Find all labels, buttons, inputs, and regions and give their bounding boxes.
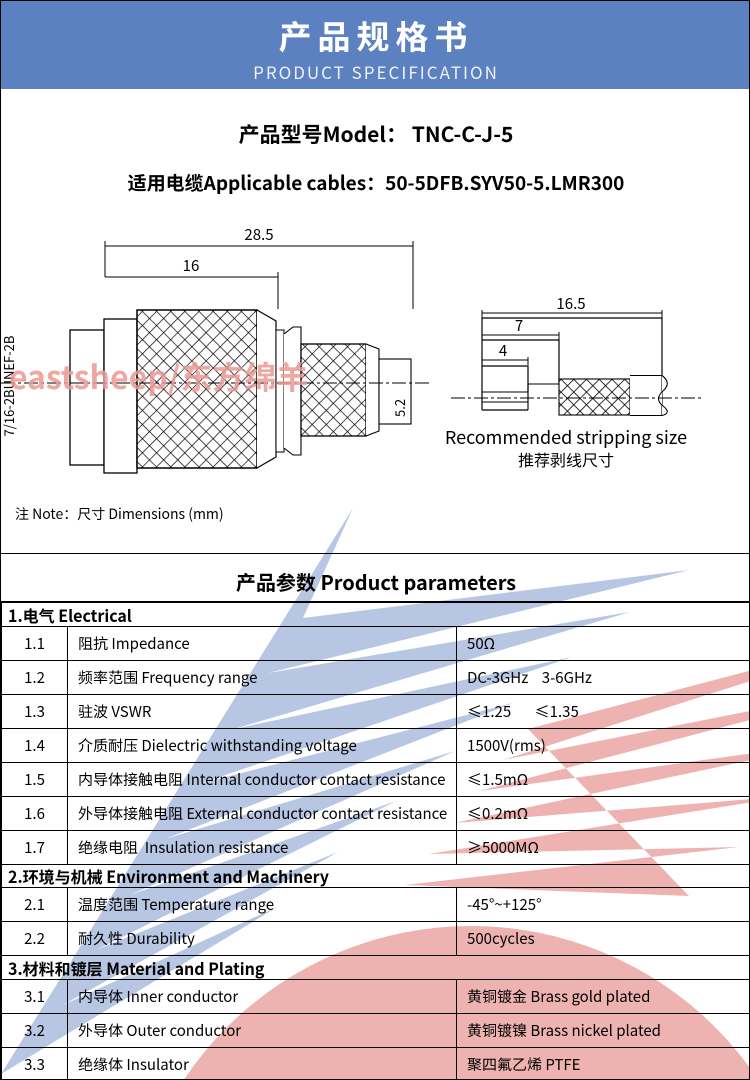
svg-text:16: 16 — [183, 255, 200, 276]
svg-text:5.2: 5.2 — [390, 399, 409, 417]
svg-text:16.5: 16.5 — [556, 293, 585, 314]
svg-text:4: 4 — [499, 340, 507, 361]
svg-text:推荐剥线尺寸: 推荐剥线尺寸 — [518, 447, 614, 471]
svg-text:28.5: 28.5 — [244, 226, 273, 245]
svg-text:eastsheep/东方绵羊: eastsheep/东方绵羊 — [9, 353, 308, 399]
